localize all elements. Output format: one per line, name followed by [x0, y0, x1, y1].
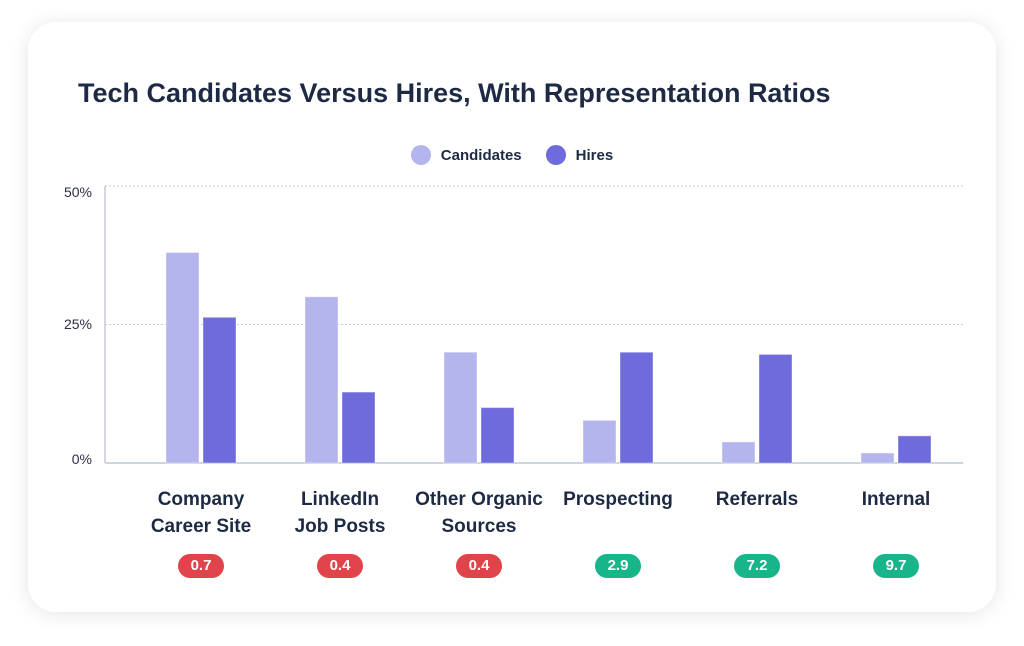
bar-hires	[341, 391, 376, 464]
bar-hires	[619, 351, 654, 464]
x-tick-label-line: Prospecting	[563, 489, 673, 510]
bar-candidates	[860, 452, 895, 464]
x-tick-label: Company Career Site	[126, 486, 276, 540]
bar-hires	[897, 435, 932, 464]
bar-hires	[202, 316, 237, 464]
bar-candidates	[582, 419, 617, 464]
x-tick-label: Internal	[821, 486, 971, 513]
legend-item-candidates: Candidates	[410, 145, 522, 165]
y-tick-label: 50%	[63, 184, 92, 200]
ratio-badge: 7.2	[734, 554, 780, 578]
x-tick-label-line: Other Organic	[415, 489, 543, 510]
legend-label: Hires	[575, 146, 614, 164]
ratio-badge: 0.7	[178, 554, 224, 578]
x-tick-label-line: Sources	[441, 516, 517, 537]
legend-swatch-candidates	[410, 145, 431, 165]
bar-candidates	[721, 441, 756, 464]
bar-hires	[480, 407, 515, 464]
x-tick-label-line: Career Site	[150, 516, 252, 537]
x-tick-label: LinkedIn Job Posts	[265, 486, 415, 540]
legend-swatch-hires	[545, 145, 566, 165]
bar-candidates	[443, 351, 478, 464]
bar-candidates	[304, 296, 339, 464]
x-tick-label-line: Job Posts	[294, 516, 386, 537]
x-tick-label-line: Company	[157, 489, 245, 510]
x-tick-label-line: Internal	[861, 489, 931, 510]
x-tick-label-line: LinkedIn	[300, 489, 380, 510]
ratio-badge: 0.4	[456, 554, 502, 578]
legend-label: Candidates	[440, 146, 522, 164]
x-tick-label-line: Referrals	[715, 489, 799, 510]
ratio-badge: 2.9	[595, 554, 641, 578]
bar-candidates	[165, 251, 200, 464]
bar-hires	[758, 353, 793, 464]
legend: Candidates Hires	[0, 145, 1024, 165]
x-tick-label: Referrals	[682, 486, 832, 513]
x-tick-label: Other Organic Sources	[404, 486, 554, 540]
chart-title: Tech Candidates Versus Hires, With Repre…	[78, 78, 831, 108]
x-tick-label: Prospecting	[543, 486, 693, 513]
y-tick-label: 0%	[71, 451, 92, 467]
ratio-badge: 9.7	[873, 554, 919, 578]
ratio-badge: 0.4	[317, 554, 363, 578]
y-tick-label: 25%	[63, 316, 92, 332]
legend-item-hires: Hires	[545, 145, 614, 165]
